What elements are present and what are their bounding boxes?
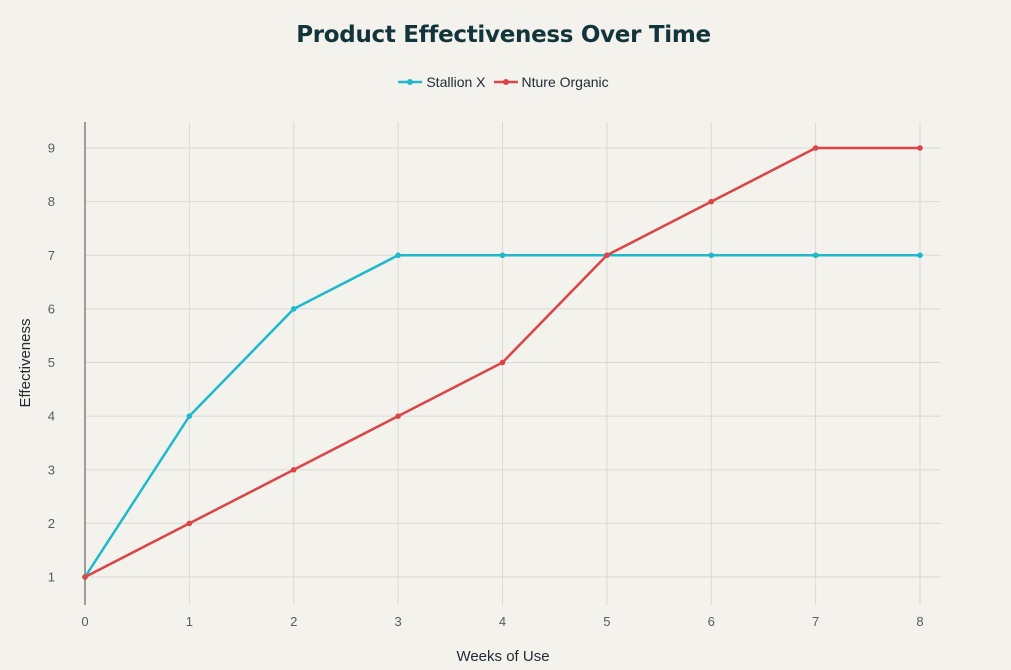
series-layer xyxy=(82,145,923,580)
tick-layer: 1 2 3 4 5 6 7 8 9 0 1 2 3 4 5 6 7 8 xyxy=(48,141,924,630)
data-point-nture-organic-7 xyxy=(812,145,819,151)
data-point-nture-organic-8 xyxy=(917,145,923,151)
x-tick-label-5: 5 xyxy=(603,614,610,629)
legend-item-nture-organic[interactable]: Nture Organic xyxy=(493,74,609,90)
data-point-stallion-x-3 xyxy=(395,252,401,259)
y-tick-label-1: 1 xyxy=(48,570,55,585)
x-tick-label-1: 1 xyxy=(186,614,193,629)
y-axis-title: Effectiveness xyxy=(17,319,34,408)
legend-label-stallion-x: Stallion X xyxy=(426,74,486,90)
legend-swatch-stallion-x xyxy=(398,79,423,85)
y-tick-label-5: 5 xyxy=(48,355,55,370)
x-tick-label-6: 6 xyxy=(708,614,715,629)
data-point-nture-organic-2 xyxy=(290,466,297,473)
y-tick-label-7: 7 xyxy=(48,248,55,263)
y-tick-label-2: 2 xyxy=(48,516,55,531)
x-tick-label-8: 8 xyxy=(916,614,923,629)
x-tick-label-7: 7 xyxy=(812,614,819,629)
y-tick-label-4: 4 xyxy=(48,409,55,424)
legend: Stallion X Nture Organic xyxy=(0,74,1007,90)
x-tick-label-3: 3 xyxy=(395,614,402,629)
data-point-nture-organic-4 xyxy=(499,359,506,366)
x-axis-title: Weeks of Use xyxy=(456,648,549,665)
data-point-stallion-x-1 xyxy=(186,413,193,419)
y-tick-label-8: 8 xyxy=(48,194,55,209)
data-point-stallion-x-2 xyxy=(290,306,297,312)
x-tick-label-2: 2 xyxy=(290,614,297,629)
data-point-nture-organic-1 xyxy=(186,520,193,527)
data-point-stallion-x-8 xyxy=(917,252,923,259)
data-point-stallion-x-7 xyxy=(812,252,819,259)
data-point-nture-organic-3 xyxy=(395,413,401,419)
data-point-nture-organic-5 xyxy=(604,252,610,259)
data-point-stallion-x-4 xyxy=(499,252,506,259)
y-tick-label-9: 9 xyxy=(48,141,55,156)
y-tick-label-3: 3 xyxy=(48,462,55,477)
y-tick-label-6: 6 xyxy=(48,301,55,316)
data-point-nture-organic-0 xyxy=(82,574,88,580)
legend-label-nture-organic: Nture Organic xyxy=(521,74,609,90)
x-tick-label-0: 0 xyxy=(81,614,88,629)
legend-item-stallion-x[interactable]: Stallion X xyxy=(398,74,486,90)
grid-layer xyxy=(85,122,941,605)
legend-swatch-nture-organic xyxy=(493,79,518,85)
x-tick-label-4: 4 xyxy=(499,614,506,629)
chart-title: Product Effectiveness Over Time xyxy=(296,22,711,48)
data-point-stallion-x-6 xyxy=(708,252,715,259)
data-point-nture-organic-6 xyxy=(708,198,715,205)
